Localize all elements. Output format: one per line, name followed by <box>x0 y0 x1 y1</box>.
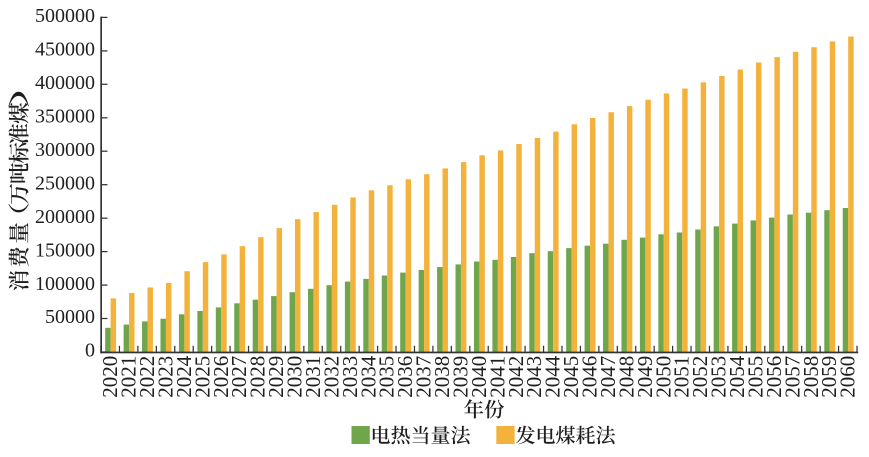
svg-text:250000: 250000 <box>35 172 95 194</box>
svg-text:2028: 2028 <box>246 356 270 398</box>
svg-text:2053: 2053 <box>707 356 731 398</box>
svg-text:150000: 150000 <box>35 239 95 261</box>
svg-text:2024: 2024 <box>172 355 196 398</box>
svg-text:2041: 2041 <box>485 356 509 398</box>
svg-text:2057: 2057 <box>780 356 804 398</box>
svg-text:450000: 450000 <box>35 39 95 61</box>
svg-text:2052: 2052 <box>688 356 712 398</box>
svg-text:2022: 2022 <box>135 356 159 398</box>
svg-text:0: 0 <box>85 340 95 362</box>
svg-text:2056: 2056 <box>762 356 786 398</box>
svg-text:2055: 2055 <box>743 356 767 398</box>
svg-text:2058: 2058 <box>799 356 823 398</box>
svg-text:2027: 2027 <box>227 356 251 398</box>
svg-text:2046: 2046 <box>578 356 602 398</box>
svg-text:2036: 2036 <box>393 356 417 398</box>
svg-text:2051: 2051 <box>670 356 694 398</box>
svg-text:500000: 500000 <box>35 5 95 27</box>
svg-text:2025: 2025 <box>190 356 214 398</box>
svg-text:2040: 2040 <box>467 356 491 398</box>
svg-text:350000: 350000 <box>35 106 95 128</box>
svg-text:2047: 2047 <box>596 356 620 398</box>
svg-text:2042: 2042 <box>504 356 528 398</box>
svg-text:2039: 2039 <box>448 356 472 398</box>
svg-text:200000: 200000 <box>35 206 95 228</box>
svg-text:2044: 2044 <box>541 355 565 398</box>
svg-text:100000: 100000 <box>35 273 95 295</box>
svg-text:2033: 2033 <box>338 356 362 398</box>
svg-text:2026: 2026 <box>209 356 233 398</box>
svg-text:300000: 300000 <box>35 139 95 161</box>
svg-text:2037: 2037 <box>412 356 436 398</box>
svg-text:2021: 2021 <box>117 356 141 398</box>
svg-text:50000: 50000 <box>45 306 95 328</box>
svg-text:2035: 2035 <box>375 356 399 398</box>
svg-text:2054: 2054 <box>725 355 749 398</box>
svg-text:2034: 2034 <box>356 355 380 398</box>
svg-text:2029: 2029 <box>264 356 288 398</box>
svg-text:2049: 2049 <box>633 356 657 398</box>
svg-text:2032: 2032 <box>319 356 343 398</box>
svg-text:2059: 2059 <box>817 356 841 398</box>
svg-text:2043: 2043 <box>522 356 546 398</box>
svg-text:2050: 2050 <box>651 356 675 398</box>
svg-text:400000: 400000 <box>35 72 95 94</box>
svg-text:2020: 2020 <box>98 356 122 398</box>
svg-text:2030: 2030 <box>283 356 307 398</box>
svg-text:2038: 2038 <box>430 356 454 398</box>
svg-text:2060: 2060 <box>836 356 860 398</box>
svg-text:2045: 2045 <box>559 356 583 398</box>
svg-text:2023: 2023 <box>153 356 177 398</box>
svg-text:2048: 2048 <box>614 356 638 398</box>
svg-text:2031: 2031 <box>301 356 325 398</box>
